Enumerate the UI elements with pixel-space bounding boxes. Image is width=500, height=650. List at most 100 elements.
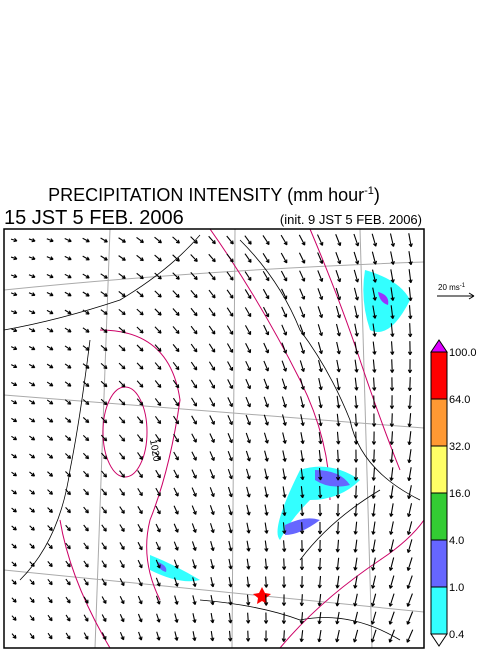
coast bbox=[19, 339, 91, 581]
wind-arrow bbox=[335, 234, 342, 247]
wind-arrow bbox=[406, 539, 413, 553]
wind-arrow bbox=[209, 397, 215, 407]
wind-arrow bbox=[353, 431, 359, 445]
wind-arrow bbox=[335, 611, 340, 625]
precip-area bbox=[158, 562, 167, 572]
wind-arrow bbox=[336, 359, 341, 373]
wind-arrow bbox=[172, 397, 180, 407]
wind-arrow bbox=[389, 485, 394, 499]
wind-arrow bbox=[191, 523, 197, 533]
wind-arrow bbox=[371, 467, 376, 481]
wind-legend: 20 ms-1 bbox=[437, 283, 475, 300]
map: 1020 bbox=[3, 228, 425, 649]
wind-arrow bbox=[101, 578, 107, 586]
wind-arrow bbox=[408, 251, 413, 266]
wind-arrow bbox=[262, 253, 270, 264]
wind-arrow bbox=[11, 382, 18, 387]
wind-arrow bbox=[406, 521, 413, 536]
wind-arrow bbox=[407, 377, 413, 392]
wind-arrow bbox=[100, 434, 108, 442]
wind-arrow bbox=[154, 344, 162, 352]
wind-arrow bbox=[208, 343, 216, 353]
wind-arrow bbox=[300, 414, 305, 427]
wind-arrow bbox=[390, 269, 395, 283]
wind-arrow bbox=[46, 274, 54, 279]
wind-arrow bbox=[371, 503, 376, 517]
isobar bbox=[279, 519, 424, 648]
wind-arrow bbox=[136, 380, 144, 388]
wind-arrow bbox=[65, 489, 72, 496]
wind-arrow bbox=[263, 612, 269, 624]
colorbar-label: 16.0 bbox=[449, 488, 470, 500]
wind-arrow bbox=[263, 360, 270, 372]
wind-arrow bbox=[11, 435, 18, 441]
wind-arrow bbox=[155, 469, 161, 479]
wind-arrow bbox=[10, 346, 18, 351]
wind-arrow bbox=[226, 235, 234, 245]
wind-arrow bbox=[137, 488, 143, 497]
wind-arrow bbox=[82, 273, 90, 279]
wind-arrow bbox=[282, 486, 287, 498]
wind-arrow bbox=[226, 343, 234, 353]
wind-arrow bbox=[154, 398, 162, 407]
wind-arrow bbox=[47, 632, 53, 640]
wind-arrow bbox=[210, 595, 215, 606]
wind-arrow bbox=[28, 238, 36, 243]
wind-arrow bbox=[192, 559, 197, 569]
wind-arrow bbox=[118, 237, 126, 243]
wind-arrow bbox=[11, 507, 17, 513]
wind-arrow bbox=[172, 290, 180, 298]
wind-arrow bbox=[191, 451, 197, 461]
wind-arrow bbox=[407, 467, 412, 482]
wind-arrow bbox=[353, 557, 358, 571]
wind-arrow bbox=[228, 558, 233, 570]
wind-arrow bbox=[228, 594, 233, 606]
precip-area bbox=[315, 470, 350, 487]
wind-arrow bbox=[100, 416, 108, 424]
wind-arrow bbox=[64, 417, 72, 423]
wind-arrow bbox=[190, 236, 198, 244]
init-time: (init. 9 JST 5 FEB. 2006) bbox=[280, 212, 422, 227]
colorbar-cap bbox=[430, 339, 448, 353]
wind-arrow bbox=[118, 273, 126, 279]
wind-arrow bbox=[192, 577, 197, 588]
wind-arrow bbox=[262, 270, 270, 282]
wind-arrow bbox=[335, 485, 341, 499]
wind-arrow bbox=[11, 633, 17, 639]
wind-arrow bbox=[82, 291, 90, 297]
wind-arrow bbox=[29, 579, 35, 585]
wind-arrow bbox=[246, 486, 251, 498]
wind-arrow bbox=[209, 469, 215, 480]
wind-arrow bbox=[83, 578, 89, 586]
wind-arrow bbox=[318, 378, 323, 391]
wind-arrow bbox=[101, 488, 107, 496]
wind-arrow bbox=[65, 560, 71, 568]
wind-arrow bbox=[190, 361, 198, 371]
wind-arrow bbox=[119, 560, 125, 569]
wind-arrow bbox=[335, 575, 340, 589]
isobar bbox=[102, 386, 148, 478]
wind-arrow bbox=[264, 558, 269, 570]
wind-arrow bbox=[300, 432, 305, 445]
wind-arrow bbox=[246, 576, 251, 588]
wind-arrow bbox=[191, 505, 197, 515]
wind-arrow bbox=[46, 381, 54, 387]
wind-arrow bbox=[100, 380, 108, 388]
wind-arrow bbox=[226, 271, 234, 281]
wind-arrow bbox=[154, 254, 162, 262]
map-frame bbox=[3, 228, 425, 649]
colorbar-segment bbox=[430, 351, 448, 400]
wind-arrow bbox=[29, 507, 35, 513]
wind-arrow bbox=[190, 272, 198, 281]
wind-arrow bbox=[10, 364, 18, 369]
wind-legend-label: 20 ms-1 bbox=[438, 283, 466, 292]
wind-arrow bbox=[155, 523, 161, 533]
wind-arrow bbox=[65, 632, 71, 640]
wind-arrow bbox=[136, 290, 144, 298]
wind-arrow bbox=[298, 252, 306, 264]
wind-arrow bbox=[29, 471, 36, 477]
colorbar-segment bbox=[430, 492, 448, 541]
wind-arrow bbox=[191, 397, 198, 407]
wind-arrow bbox=[372, 359, 377, 373]
wind-arrow bbox=[245, 630, 251, 642]
